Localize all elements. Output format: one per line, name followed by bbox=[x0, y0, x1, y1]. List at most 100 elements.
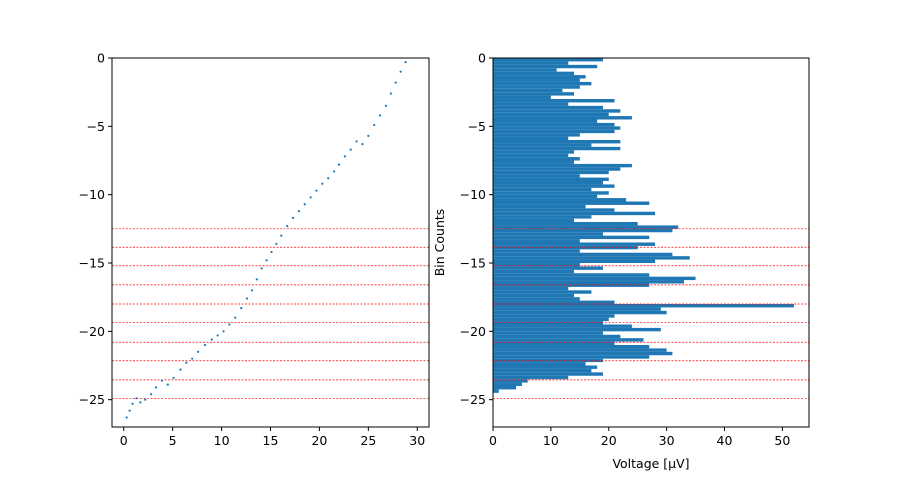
histogram-bar bbox=[493, 239, 580, 243]
histogram-bar bbox=[493, 324, 632, 328]
histogram-bar bbox=[493, 133, 580, 137]
histogram-bar bbox=[493, 85, 580, 89]
scatter-point bbox=[343, 155, 346, 158]
left-x-tick-label: 0 bbox=[120, 433, 128, 448]
left-y-tick-label: −5 bbox=[87, 119, 105, 134]
histogram-bar bbox=[493, 314, 615, 318]
histogram-bar bbox=[493, 160, 575, 164]
scatter-point bbox=[275, 242, 278, 245]
scatter-point bbox=[131, 402, 134, 405]
histogram-bar bbox=[493, 245, 638, 250]
right-y-tick-label: −20 bbox=[460, 324, 486, 339]
scatter-point bbox=[349, 148, 352, 151]
histogram-bar bbox=[493, 341, 615, 345]
histogram-bar bbox=[493, 307, 661, 311]
scatter-point bbox=[191, 357, 194, 360]
scatter-point bbox=[321, 182, 324, 185]
histogram-bar bbox=[493, 218, 575, 222]
scatter-point bbox=[154, 386, 158, 389]
histogram-bar bbox=[493, 266, 603, 270]
scatter-point bbox=[245, 297, 249, 300]
histogram-bar bbox=[493, 167, 621, 171]
histogram-bar bbox=[493, 327, 661, 332]
right-histogram-bars bbox=[493, 58, 794, 393]
histogram-bar bbox=[493, 191, 609, 195]
right-x-tick-label: 50 bbox=[774, 433, 790, 448]
histogram-bar bbox=[493, 150, 575, 154]
histogram-bar bbox=[493, 375, 569, 380]
histogram-bar bbox=[493, 146, 621, 151]
scatter-point bbox=[210, 338, 213, 341]
scatter-point bbox=[216, 334, 219, 337]
histogram-bar bbox=[493, 153, 569, 158]
right-x-tick-label: 30 bbox=[659, 433, 675, 448]
histogram-bar bbox=[493, 386, 517, 390]
scatter-point bbox=[166, 383, 169, 386]
left-x-tick-label: 5 bbox=[169, 433, 177, 448]
histogram-bar bbox=[493, 204, 586, 209]
histogram-bar bbox=[493, 225, 679, 229]
scatter-point bbox=[222, 330, 225, 333]
histogram-bar bbox=[493, 102, 569, 106]
scatter-point bbox=[196, 350, 200, 353]
histogram-bar bbox=[493, 389, 499, 393]
histogram-bar bbox=[493, 122, 615, 127]
histogram-bar bbox=[493, 297, 580, 301]
scatter-point bbox=[128, 409, 131, 412]
scatter-point bbox=[240, 307, 243, 310]
scatter-point bbox=[327, 177, 330, 180]
scatter-point bbox=[389, 92, 392, 95]
histogram-bar bbox=[493, 116, 632, 120]
scatter-point bbox=[394, 81, 397, 84]
right-y-axis: 0 −5 −10 −15 −20 −25 bbox=[460, 51, 493, 407]
histogram-bar bbox=[493, 290, 592, 294]
histogram-bar bbox=[493, 228, 673, 233]
histogram-bar bbox=[493, 211, 656, 216]
scatter-point bbox=[203, 343, 207, 347]
histogram-bar bbox=[493, 163, 632, 168]
histogram-bar bbox=[493, 119, 598, 123]
histogram-bar bbox=[493, 331, 603, 335]
histogram-bar bbox=[493, 362, 586, 366]
histogram-bar bbox=[493, 372, 603, 376]
scatter-point bbox=[373, 123, 376, 127]
left-y-tick-label: −10 bbox=[79, 187, 105, 202]
histogram-bar bbox=[493, 109, 621, 113]
scatter-point bbox=[255, 278, 258, 281]
scatter-point bbox=[286, 225, 289, 228]
right-y-tick-label: −15 bbox=[460, 256, 486, 271]
scatter-point bbox=[367, 134, 370, 137]
right-y-tick-label: −25 bbox=[460, 392, 486, 407]
scatter-point bbox=[250, 289, 254, 292]
left-x-tick-label: 20 bbox=[311, 433, 327, 448]
histogram-bar bbox=[493, 105, 603, 110]
histogram-bar bbox=[493, 187, 592, 192]
scatter-point bbox=[172, 376, 175, 379]
right-x-tick-label: 20 bbox=[601, 433, 617, 448]
left-y-tick-label: −15 bbox=[79, 256, 105, 271]
right-x-tick-label: 10 bbox=[543, 433, 559, 448]
scatter-point bbox=[399, 70, 402, 73]
histogram-bar bbox=[493, 194, 598, 199]
histogram-bar bbox=[493, 198, 627, 202]
histogram-bar bbox=[493, 140, 621, 144]
histogram-bar bbox=[493, 232, 603, 236]
right-y-tick-label: −10 bbox=[460, 187, 486, 202]
histogram-bar bbox=[493, 242, 656, 246]
scatter-point bbox=[139, 401, 142, 404]
histogram-bar bbox=[493, 88, 563, 93]
scatter-point bbox=[315, 189, 318, 192]
histogram-bar bbox=[493, 71, 575, 76]
histogram-bar bbox=[493, 235, 650, 240]
histogram-bar bbox=[493, 259, 656, 263]
left-x-tick-label: 25 bbox=[360, 433, 376, 448]
histogram-bar bbox=[493, 355, 650, 359]
histogram-bar bbox=[493, 345, 650, 349]
right-y-tick-label: 0 bbox=[478, 51, 486, 66]
right-axes-frame bbox=[492, 57, 810, 428]
histogram-bar bbox=[493, 273, 650, 277]
left-y-tick-label: −25 bbox=[79, 392, 105, 407]
scatter-point bbox=[309, 196, 312, 199]
